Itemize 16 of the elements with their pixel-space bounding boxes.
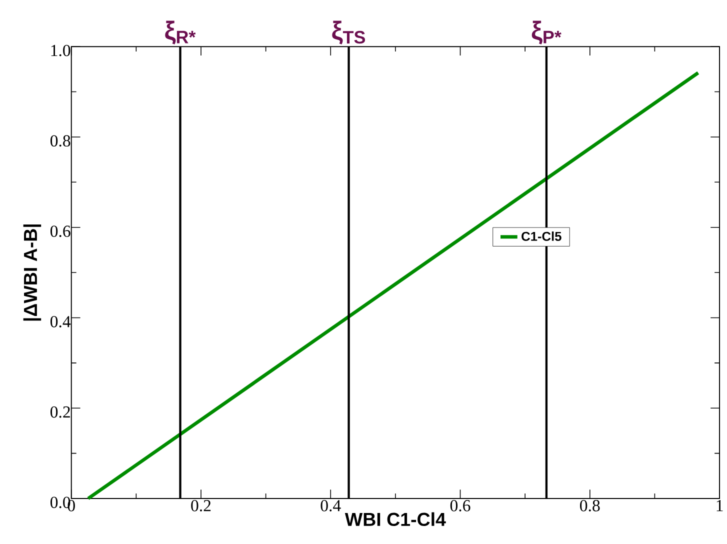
ref-line-label: ξ$_{TS}$: [332, 20, 366, 44]
y-tick-label: 0.8: [50, 135, 70, 147]
x-tick-label: 0.6: [450, 500, 470, 512]
y-axis-title: |ΔWBI A-B|: [23, 224, 42, 321]
y-tick-label: 0.6: [50, 226, 70, 237]
y-tick-label: 0.4: [50, 316, 71, 328]
y-tick-label: 1.0: [51, 44, 70, 56]
x-tick-label: 0.8: [580, 500, 600, 512]
x-tick-label: 0.4: [320, 500, 341, 512]
y-tick-label: 0.2: [50, 406, 70, 418]
legend-label: C1-Cl5: [522, 231, 562, 241]
ref-line-label: ξ$_{R*}$: [165, 20, 196, 44]
x-tick-label: 1: [716, 500, 723, 512]
x-axis-title: WBI C1-Cl4: [344, 512, 446, 526]
x-tick-label: 0.2: [191, 500, 211, 512]
ref-line-label: ξ$_{P*}$: [532, 20, 562, 44]
